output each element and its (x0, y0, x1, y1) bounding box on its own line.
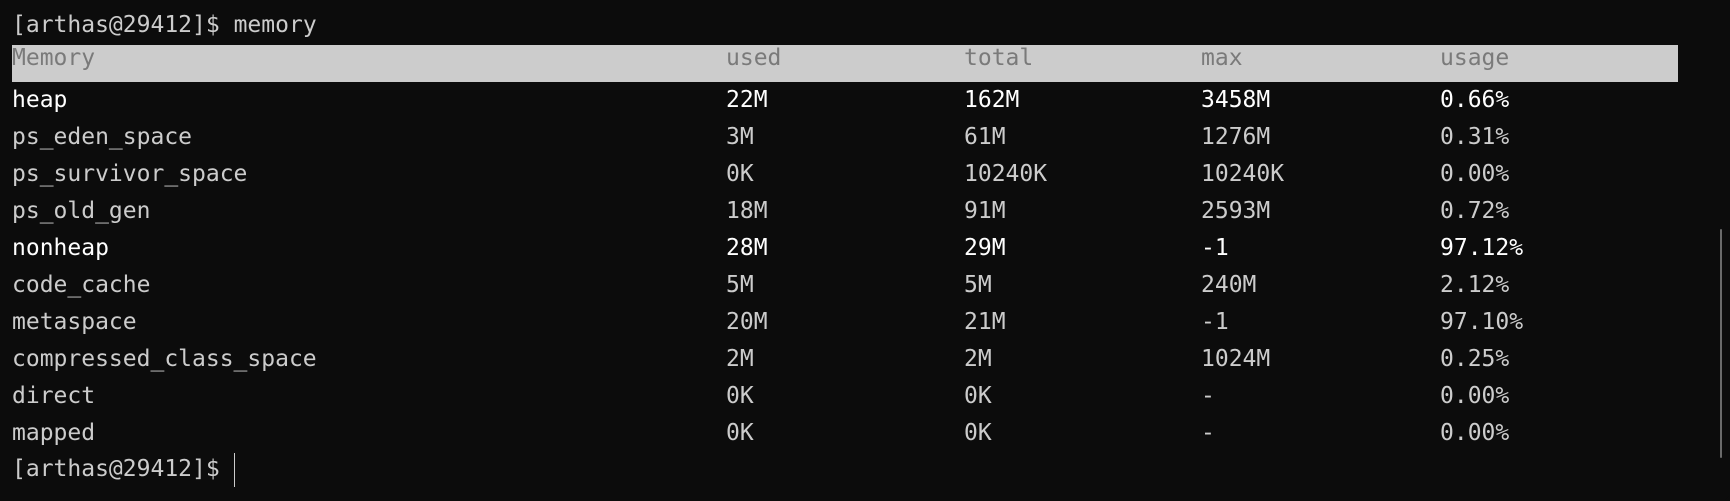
cell-usage: 97.12% (1440, 235, 1524, 261)
cell-max: 10240K (1201, 161, 1285, 187)
table-row: ps_eden_space 3M 61M 1276M 0.31% (0, 119, 1680, 156)
cell-name: ps_eden_space (12, 124, 193, 150)
cell-name: code_cache (12, 272, 151, 298)
table-row: metaspace 20M 21M -1 97.10% (0, 304, 1680, 341)
cell-total: 0K (964, 420, 992, 446)
table-row: nonheap 28M 29M -1 97.12% (0, 230, 1680, 267)
cell-total: 91M (964, 198, 1006, 224)
table-row: mapped 0K 0K - 0.00% (0, 415, 1680, 452)
cell-total: 21M (964, 309, 1006, 335)
cell-total: 5M (964, 272, 992, 298)
cell-max: 240M (1201, 272, 1257, 298)
cell-max: - (1201, 383, 1215, 409)
cell-usage: 0.00% (1440, 420, 1510, 446)
cell-used: 22M (726, 87, 768, 113)
table-row: code_cache 5M 5M 240M 2.12% (0, 267, 1680, 304)
cell-used: 5M (726, 272, 754, 298)
cell-used: 0K (726, 161, 754, 187)
cell-max: 3458M (1201, 87, 1271, 113)
header-total: total (964, 45, 1034, 71)
cell-total: 29M (964, 235, 1006, 261)
header-memory: Memory (12, 45, 96, 71)
cell-max: 1024M (1201, 346, 1271, 372)
cell-total: 10240K (964, 161, 1048, 187)
table-row: ps_old_gen 18M 91M 2593M 0.72% (0, 193, 1680, 230)
cell-max: - (1201, 420, 1215, 446)
cell-name: compressed_class_space (12, 346, 317, 372)
cell-total: 2M (964, 346, 992, 372)
cell-used: 18M (726, 198, 768, 224)
command: memory (233, 12, 317, 38)
cell-usage: 2.12% (1440, 272, 1510, 298)
table-row: ps_survivor_space 0K 10240K 10240K 0.00% (0, 156, 1680, 193)
cell-name: nonheap (12, 235, 109, 261)
cell-total: 0K (964, 383, 992, 409)
cell-name: direct (12, 383, 96, 409)
command-line: [arthas@29412]$ memory (12, 7, 317, 44)
scrollbar[interactable] (1720, 229, 1722, 458)
header-max: max (1201, 45, 1243, 71)
cell-usage: 0.00% (1440, 383, 1510, 409)
cell-max: 1276M (1201, 124, 1271, 150)
cell-name: metaspace (12, 309, 137, 335)
input-line[interactable]: [arthas@29412]$ (12, 451, 235, 488)
cell-usage: 97.10% (1440, 309, 1524, 335)
header-usage: usage (1440, 45, 1510, 71)
cell-used: 20M (726, 309, 768, 335)
cell-used: 0K (726, 383, 754, 409)
table-header: Memory used total max usage (12, 45, 1678, 82)
cell-usage: 0.25% (1440, 346, 1510, 372)
cell-usage: 0.31% (1440, 124, 1510, 150)
cell-name: mapped (12, 420, 96, 446)
table-row: direct 0K 0K - 0.00% (0, 378, 1680, 415)
cell-max: -1 (1201, 309, 1229, 335)
cell-max: -1 (1201, 235, 1229, 261)
cell-usage: 0.66% (1440, 87, 1510, 113)
cell-used: 28M (726, 235, 768, 261)
text-cursor (233, 452, 235, 487)
cell-name: ps_survivor_space (12, 161, 248, 187)
cell-usage: 0.72% (1440, 198, 1510, 224)
cell-name: ps_old_gen (12, 198, 151, 224)
cell-used: 2M (726, 346, 754, 372)
cell-used: 3M (726, 124, 754, 150)
cell-max: 2593M (1201, 198, 1271, 224)
prompt: [arthas@29412]$ (12, 12, 220, 38)
prompt: [arthas@29412]$ (12, 456, 220, 482)
cell-usage: 0.00% (1440, 161, 1510, 187)
cell-total: 61M (964, 124, 1006, 150)
table-row: heap 22M 162M 3458M 0.66% (0, 82, 1680, 119)
cell-used: 0K (726, 420, 754, 446)
header-used: used (726, 45, 782, 71)
cell-name: heap (12, 87, 68, 113)
table-row: compressed_class_space 2M 2M 1024M 0.25% (0, 341, 1680, 378)
cell-total: 162M (964, 87, 1020, 113)
